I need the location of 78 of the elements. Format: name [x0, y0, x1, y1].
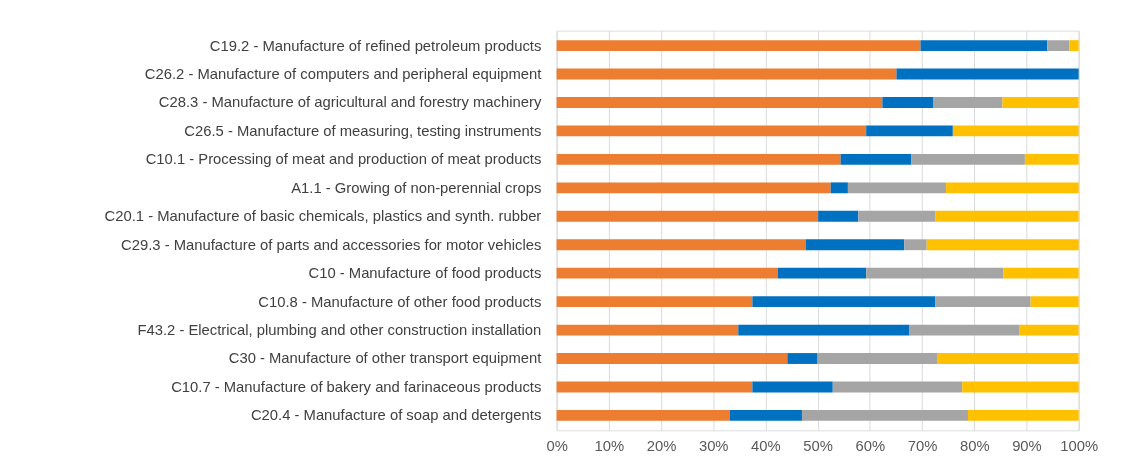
- y-tick-label: C30 - Manufacture of other transport equipment: [228, 350, 542, 367]
- bar: [840, 153, 912, 165]
- bar: [904, 239, 927, 251]
- bar: [805, 239, 905, 251]
- bar: [1030, 296, 1079, 308]
- y-tick-label: C19.2 - Manufacture of refined petroleum products: [209, 37, 542, 54]
- bar: [556, 267, 778, 279]
- bar: [962, 381, 1079, 393]
- y-tick-label: C20.4 - Manufacture of soap and detergents: [250, 407, 542, 424]
- bar: [866, 125, 953, 137]
- bar: [946, 182, 1079, 194]
- x-tick-label: 0%: [546, 437, 568, 454]
- bar: [935, 210, 1079, 222]
- bar: [952, 125, 1079, 137]
- bar: [926, 239, 1079, 251]
- y-tick-label: C26.2 - Manufacture of computers and peripheral equipment: [144, 65, 542, 82]
- bar: [1024, 153, 1079, 165]
- bar: [882, 97, 933, 108]
- bar: [752, 381, 833, 393]
- bar: [933, 97, 1003, 108]
- bar: [1069, 40, 1079, 52]
- bar: [1002, 97, 1079, 108]
- x-tick-label: 90%: [1012, 437, 1042, 454]
- bar: [830, 182, 848, 194]
- bar: [801, 409, 968, 421]
- bar: [556, 182, 831, 194]
- bar: [777, 267, 867, 279]
- bar: [920, 40, 1048, 52]
- bar: [909, 324, 1020, 336]
- y-tick-label: C20.1 - Manufacture of basic chemicals, plastics and synth. rubber: [104, 208, 542, 225]
- bar: [967, 409, 1079, 421]
- bar: [556, 68, 897, 80]
- bar: [556, 210, 819, 222]
- bar: [556, 153, 841, 165]
- y-tick-label: C26.5 - Manufacture of measuring, testing instruments: [184, 122, 542, 139]
- bar: [937, 353, 1079, 364]
- bar: [556, 324, 739, 336]
- bar: [556, 97, 883, 108]
- y-tick-label: C10.1 - Processing of meat and production of meat products: [145, 151, 542, 168]
- bar: [817, 353, 938, 364]
- bar: [1047, 40, 1070, 52]
- x-tick-label: 40%: [751, 437, 781, 454]
- bar: [866, 267, 1004, 279]
- bar: [935, 296, 1031, 308]
- bar: [787, 353, 818, 364]
- bar: [729, 409, 802, 421]
- bar: [556, 239, 806, 251]
- bar: [896, 68, 1079, 80]
- bar: [556, 409, 730, 421]
- x-tick-label: 80%: [959, 437, 990, 454]
- x-tick-label: 100%: [1060, 437, 1099, 454]
- bar: [911, 153, 1025, 165]
- y-tick-label: F43.2 - Electrical, plumbing and other construction installation: [137, 322, 542, 338]
- x-tick-label: 20%: [646, 437, 677, 454]
- bar: [847, 182, 947, 194]
- bar: [738, 324, 910, 336]
- y-tick-label: A1.1 - Growing of non-perennial crops: [291, 179, 542, 196]
- bar: [556, 381, 753, 393]
- x-tick-label: 50%: [803, 437, 833, 454]
- x-tick-label: 30%: [698, 437, 729, 454]
- x-tick-label: 70%: [907, 437, 938, 454]
- y-tick-label: C10.7 - Manufacture of bakery and farinaceous products: [171, 378, 542, 395]
- x-tick-label: 10%: [594, 437, 625, 454]
- bar: [556, 125, 867, 137]
- y-tick-label: C10 - Manufacture of food products: [308, 265, 542, 282]
- bar: [556, 296, 753, 308]
- bar: [1003, 267, 1079, 279]
- bar: [556, 353, 788, 364]
- bar: [556, 40, 921, 52]
- y-tick-label: C28.3 - Manufacture of agricultural and forestry machinery: [158, 94, 542, 111]
- bar: [818, 210, 859, 222]
- y-tick-label: C10.8 - Manufacture of other food products: [258, 293, 542, 310]
- bar: [832, 381, 963, 393]
- bar: [1019, 324, 1079, 336]
- y-tick-label: C29.3 - Manufacture of parts and accessories for motor vehicles: [121, 236, 542, 253]
- bar: [858, 210, 936, 222]
- x-tick-label: 60%: [855, 437, 886, 454]
- bar: [752, 296, 936, 308]
